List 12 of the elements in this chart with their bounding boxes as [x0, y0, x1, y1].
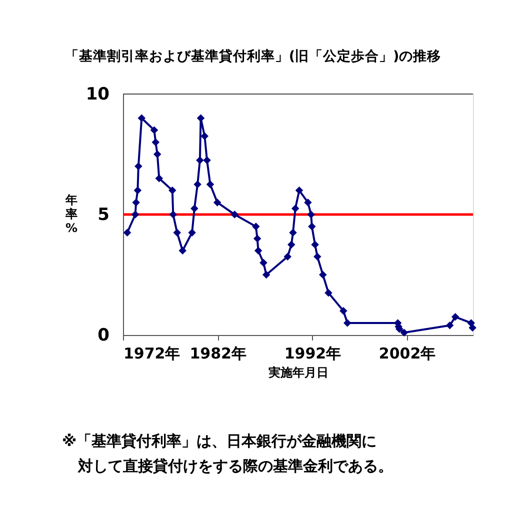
y-tick-label: 5 — [98, 205, 110, 225]
x-tick-label: 1992年 — [284, 344, 342, 362]
y-tick-label: 10 — [86, 84, 110, 104]
x-tick-label: 1972年 — [124, 344, 180, 362]
y-axis-title: 年率% — [64, 193, 78, 235]
y-tick-label: 0 — [98, 326, 110, 346]
text: ※「基準貸付利率」は、日本銀行が金融機関に — [62, 432, 377, 450]
chart-title: 「基準割引率および基準貸付利率」(旧「公定歩合」)の推移 — [64, 48, 442, 64]
x-axis-title: 実施年月日 — [268, 366, 328, 380]
x-tick-label: 2002年 — [378, 344, 436, 362]
x-tick-label: 1982年 — [190, 344, 246, 362]
text: 対して直接貸付けをする際の基準金利である。 — [77, 457, 393, 475]
